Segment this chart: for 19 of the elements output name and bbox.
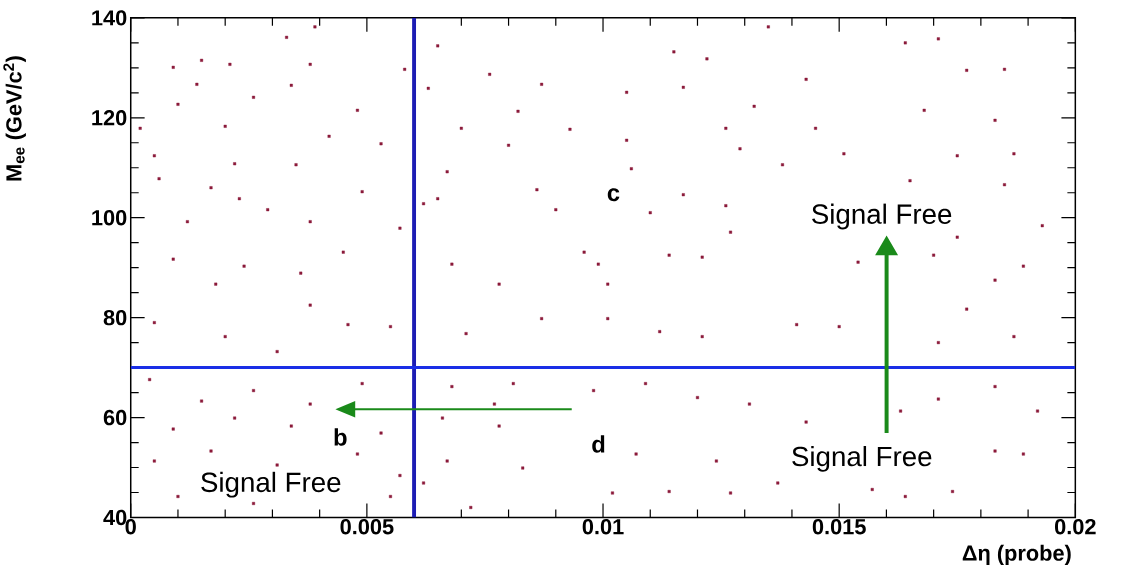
x-tick-label: 0.01 — [582, 518, 624, 535]
y-tick-label: 140 — [92, 10, 127, 26]
annotation: b — [334, 428, 347, 446]
y-tick-label: 40 — [103, 509, 127, 526]
y-tick-label: 120 — [92, 110, 127, 126]
annotation: Signal Free — [792, 445, 932, 472]
annotation: c — [607, 188, 620, 202]
annotation: Signal Free — [812, 203, 952, 230]
x-tick-label: 0.015 — [812, 518, 866, 535]
x-tick-label: 0.02 — [1054, 518, 1096, 535]
y-tick-label: 60 — [103, 409, 127, 426]
annotation: Signal Free — [201, 471, 341, 498]
x-tick-label: 0 — [125, 518, 136, 535]
x-tick-label: 0.005 — [340, 518, 394, 535]
annotation: d — [592, 435, 605, 453]
x-axis-title: Δη (probe) — [962, 544, 1071, 566]
y-tick-label: 100 — [92, 209, 127, 226]
y-tick-label: 80 — [103, 309, 127, 326]
y-axis-title: M$_{ee}$ (GeV/c$^{2}$) — [3, 56, 26, 181]
